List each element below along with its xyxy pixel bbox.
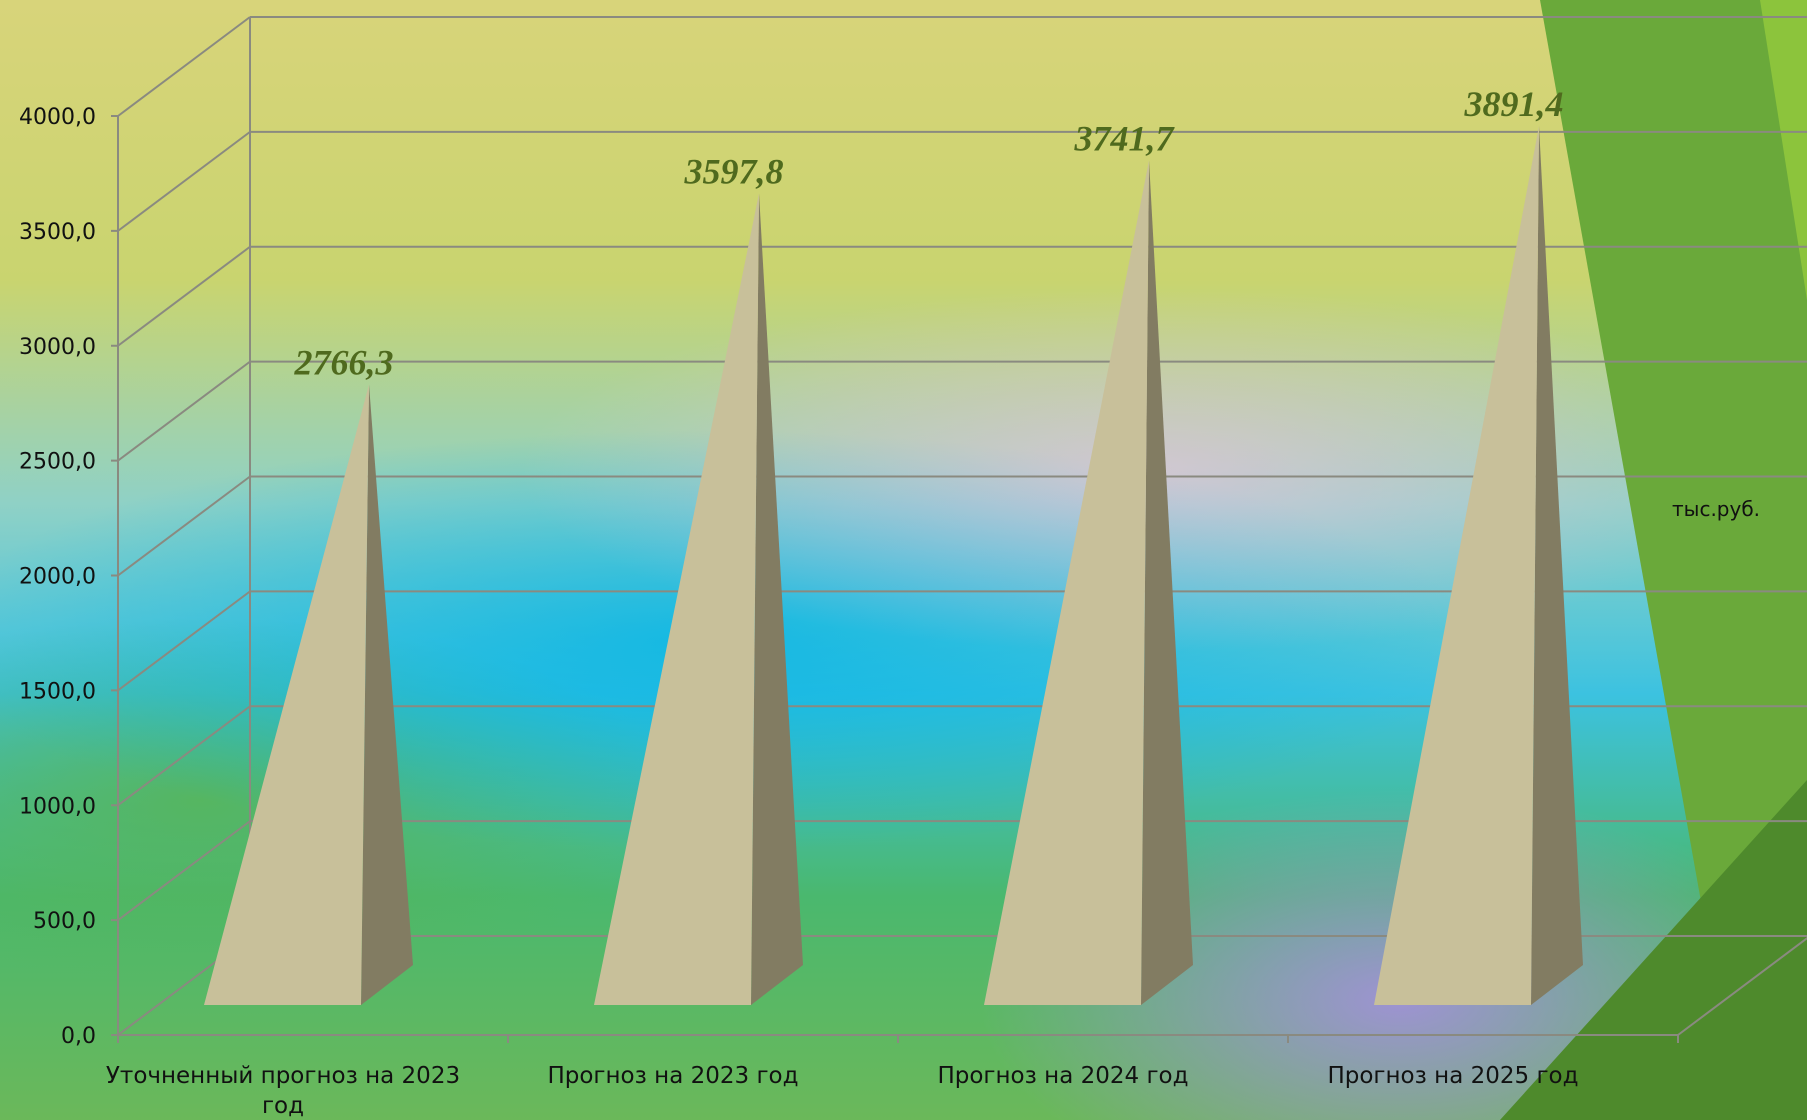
bar xyxy=(594,193,803,1005)
value-label: 3741,7 xyxy=(1074,118,1176,158)
gridline-diagonal xyxy=(117,131,251,232)
bar xyxy=(984,160,1193,1005)
category-label: Прогноз на 2023 год xyxy=(547,1063,798,1089)
gridline-diagonal xyxy=(117,16,251,117)
bar-front-face xyxy=(204,384,369,1005)
category-label: Прогноз на 2024 год xyxy=(937,1063,1188,1089)
y-tick-label: 3000,0 xyxy=(19,335,96,360)
category-label: Уточненный прогноз на 2023 xyxy=(106,1063,460,1089)
y-tick-label: 4000,0 xyxy=(19,105,96,130)
bar xyxy=(204,384,413,1005)
y-tick-label: 2000,0 xyxy=(19,565,96,590)
bar-front-face xyxy=(1374,125,1539,1005)
value-label: 3891,4 xyxy=(1464,84,1564,124)
bar-side-face xyxy=(1141,160,1193,1005)
bar-front-face xyxy=(594,193,759,1005)
y-tick-label: 1000,0 xyxy=(19,794,96,819)
gridline-diagonal xyxy=(117,590,251,692)
gridline-diagonal xyxy=(117,360,251,462)
y-tick-label: 0,0 xyxy=(61,1024,96,1049)
bar xyxy=(1374,125,1583,1005)
bar-side-face xyxy=(751,193,803,1005)
value-label: 2766,3 xyxy=(294,342,394,382)
category-label: год xyxy=(262,1093,304,1119)
decor-stripe xyxy=(1760,0,1807,300)
unit-label: тыс.руб. xyxy=(1672,497,1760,521)
x-axis: Уточненный прогноз на 2023 год Прогноз на … xyxy=(106,1063,1579,1119)
value-labels: 2766,3 3597,8 3741,7 3891,4 xyxy=(294,84,1564,382)
gridline-diagonal xyxy=(117,475,251,577)
bar-side-face xyxy=(361,384,413,1005)
value-label: 3597,8 xyxy=(684,151,784,191)
bars xyxy=(204,125,1583,1005)
bar-side-face xyxy=(1531,125,1583,1005)
y-tick-label: 3500,0 xyxy=(19,220,96,245)
y-tick-label: 500,0 xyxy=(33,909,96,934)
y-axis: 0,0 500,0 1000,0 1500,0 2000,0 2500,0 3000,0 35… xyxy=(19,105,118,1049)
floor-edge xyxy=(1677,937,1807,1036)
gridline-diagonal xyxy=(117,245,251,347)
y-tick-label: 2500,0 xyxy=(19,450,96,475)
bar-front-face xyxy=(984,160,1149,1005)
category-label: Прогноз на 2025 год xyxy=(1327,1063,1578,1089)
decor-stripe xyxy=(1540,0,1807,1120)
gridline-diagonal xyxy=(117,705,251,807)
y-tick-label: 1500,0 xyxy=(19,679,96,704)
gridline-diagonal xyxy=(117,820,251,921)
